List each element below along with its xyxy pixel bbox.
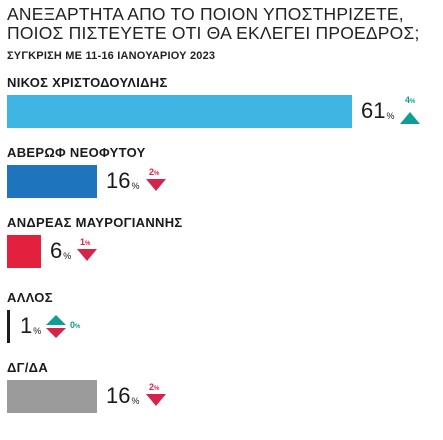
change-percent-sign: % <box>410 99 416 105</box>
value-number: 6 <box>50 238 63 263</box>
value-label: 1% <box>20 313 41 339</box>
change-indicator: 1% <box>74 235 100 268</box>
arrow-down-icon <box>146 179 166 191</box>
category-label: ΑΛΛΟΣ <box>7 290 53 305</box>
bar-row: ΑΛΛΟΣ 1% 0% <box>0 290 443 370</box>
bar-row: ΝΙΚΟΣ ΧΡΙΣΤΟΔΟΥΛΙΔΗΣ 61% 4% <box>0 75 443 155</box>
value-number: 1 <box>20 313 33 338</box>
category-label: ΝΙΚΟΣ ΧΡΙΣΤΟΔΟΥΛΙΔΗΣ <box>7 75 168 90</box>
value-number: 16 <box>106 168 131 193</box>
bar-row: ΑΝΔΡΕΑΣ ΜΑΥΡΟΓΙΑΝΝΗΣ 6% 1% <box>0 215 443 295</box>
percent-sign: % <box>63 251 72 261</box>
bar <box>7 235 41 268</box>
change-value: 4% <box>405 95 416 105</box>
chart-subtitle: ΣΥΓΚΡΙΣΗ ΜΕ 11-16 ΙΑΝΟΥΑΡΙΟΥ 2023 <box>7 50 216 62</box>
value-number: 16 <box>106 383 131 408</box>
category-label: ΔΓ/ΔΑ <box>7 360 49 375</box>
change-indicator: 4% <box>398 95 424 128</box>
change-percent-sign: % <box>75 324 81 330</box>
change-value: 2% <box>149 167 160 177</box>
category-label: ΑΒΕΡΩΦ ΝΕΟΦΥΤΟΥ <box>7 145 146 160</box>
value-number: 61 <box>361 98 386 123</box>
value-label: 6% <box>50 238 71 264</box>
change-indicator: 2% <box>143 380 169 413</box>
change-percent-sign: % <box>154 386 160 392</box>
change-percent-sign: % <box>85 241 91 247</box>
category-label: ΑΝΔΡΕΑΣ ΜΑΥΡΟΓΙΑΝΝΗΣ <box>7 215 183 230</box>
bar <box>7 95 352 128</box>
bar-row: ΑΒΕΡΩΦ ΝΕΟΦΥΤΟΥ 16% 2% <box>0 145 443 225</box>
arrow-down-icon <box>77 249 97 261</box>
chart-title: ΑΝΕΞΑΡΤΗΤΑ ΑΠΟ ΤΟ ΠΟΙΟΝ ΥΠΟΣΤΗΡΙΖΕΤΕ, ΠΟ… <box>7 5 437 43</box>
bar <box>7 165 97 198</box>
percent-sign: % <box>386 111 395 121</box>
bar <box>7 310 10 343</box>
change-value: 0% <box>70 320 81 330</box>
change-percent-sign: % <box>154 171 160 177</box>
bar <box>7 380 97 413</box>
arrow-down-icon <box>146 394 166 406</box>
change-indicator: 2% <box>143 165 169 198</box>
change-indicator: 0% <box>44 310 80 343</box>
arrow-updown-icon <box>46 315 66 338</box>
change-value: 1% <box>80 237 91 247</box>
value-label: 61% <box>361 98 395 124</box>
chart-title-line-2: ΠΟΙΟΣ ΠΙΣΤΕΥΕΤΕ ΟΤΙ ΘΑ ΕΚΛΕΓΕΙ ΠΡΟΕΔΡΟΣ; <box>7 23 420 43</box>
value-label: 16% <box>106 168 140 194</box>
change-value: 2% <box>149 382 160 392</box>
value-label: 16% <box>106 383 140 409</box>
percent-sign: % <box>33 326 42 336</box>
arrow-up-icon <box>400 112 420 124</box>
percent-sign: % <box>131 396 140 406</box>
percent-sign: % <box>131 181 140 191</box>
bar-row: ΔΓ/ΔΑ 16% 2% <box>0 360 443 440</box>
chart-title-line-1: ΑΝΕΞΑΡΤΗΤΑ ΑΠΟ ΤΟ ΠΟΙΟΝ ΥΠΟΣΤΗΡΙΖΕΤΕ, <box>7 4 404 24</box>
